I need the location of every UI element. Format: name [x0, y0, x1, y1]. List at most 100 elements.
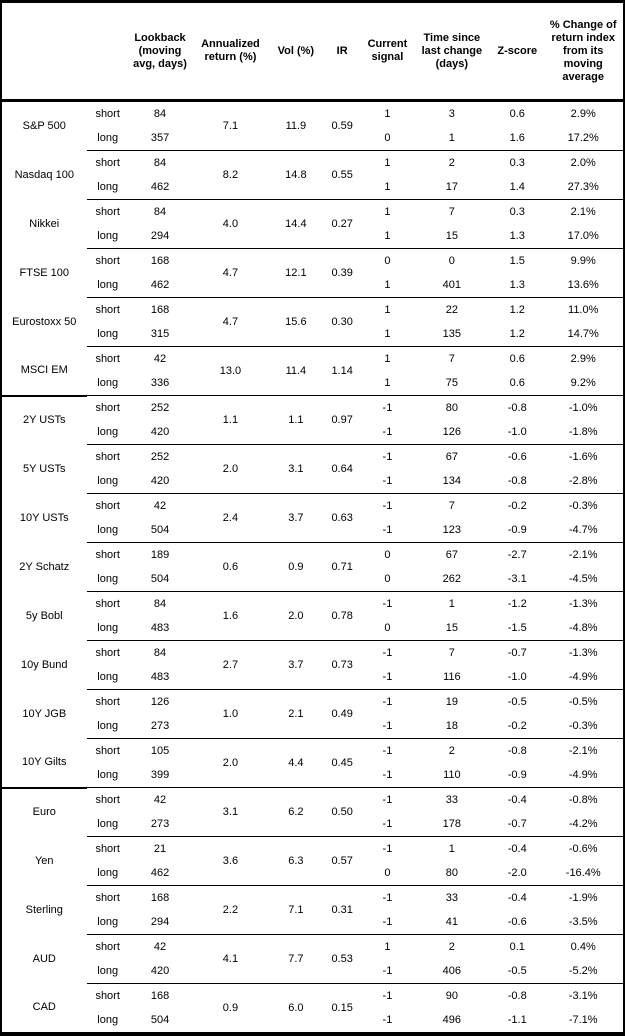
signal-cell: 0: [384, 866, 391, 879]
lookback-cell: 273: [150, 817, 170, 830]
pct-change-cell: -1.9%: [543, 885, 624, 910]
signal-cell: -1: [382, 1013, 393, 1026]
lookback-cell: 105: [128, 738, 192, 763]
annualized-return-cell: 13.0: [191, 346, 270, 396]
lookback-cell: 462: [150, 180, 170, 193]
position-cell: short: [86, 689, 129, 714]
lookback-cell: 294: [150, 915, 170, 928]
annualized-return-cell: 4.7: [191, 248, 270, 298]
ir-cell: 0.39: [322, 248, 363, 298]
time-since-cell: 178: [442, 817, 462, 830]
annualized-return-cell: 2.4: [191, 493, 270, 543]
time-since-cell: 401: [442, 278, 462, 291]
signal-cell: 1: [384, 107, 391, 120]
z-score-cell: -0.6: [507, 915, 527, 928]
asset-row-long: long 483 0 15 -1.5 -4.8%: [1, 616, 624, 641]
asset-row-short: MSCI EM short 42 13.0 11.4 1.14 1 7 0.6 2.9%: [1, 346, 624, 396]
asset-row-short: 10y Bund short 84 2.7 3.7 0.73 -1 7 -0.7 -1.3%: [1, 640, 624, 690]
asset-name-cell: MSCI EM: [20, 364, 68, 376]
vol-cell: 6.3: [269, 836, 323, 886]
time-since-cell: 7: [412, 199, 492, 224]
lookback-cell: 252: [128, 395, 192, 420]
ir-cell: 1.14: [322, 346, 363, 396]
signal-cell: -1: [382, 670, 393, 683]
header-lookback: Lookback (moving avg, days): [128, 1, 192, 102]
lookback-cell: 420: [150, 964, 170, 977]
asset-row-long: long 420 -1 134 -0.8 -2.8%: [1, 469, 624, 494]
vol-cell: 0.9: [269, 542, 323, 592]
pct-change-cell: -0.3%: [543, 493, 624, 518]
ir-cell: 0.59: [331, 119, 353, 132]
signal-cell: -1: [382, 915, 393, 928]
lookback-cell: 168: [128, 248, 192, 273]
time-since-cell: 3: [448, 107, 455, 120]
position-cell: short: [86, 738, 129, 763]
position-cell: short: [86, 150, 129, 175]
pct-change-cell: -5.2%: [568, 964, 598, 977]
pct-change-cell: -2.1%: [543, 738, 624, 763]
pct-change-cell: 14.7%: [567, 327, 599, 340]
time-since-cell: 7: [412, 346, 492, 371]
position-cell: long: [97, 180, 119, 193]
vol-cell: 6.0: [269, 983, 323, 1034]
position-cell: short: [86, 493, 129, 518]
lookback-cell: 504: [150, 1013, 170, 1026]
z-score-cell: 0.6: [491, 346, 544, 371]
pct-change-cell: -2.1%: [543, 542, 624, 567]
pct-change-cell: -0.5%: [543, 689, 624, 714]
time-since-cell: 262: [442, 572, 462, 585]
annualized-return-cell: 1.6: [191, 591, 270, 641]
ir-cell: 0.63: [322, 493, 363, 543]
annualized-return-cell: 4.0: [191, 199, 270, 249]
time-since-cell: 2: [412, 150, 492, 175]
position-cell: long: [97, 131, 119, 144]
asset-name-cell: 10Y Gilts: [22, 756, 67, 768]
pct-change-cell: -7.1%: [568, 1013, 598, 1026]
position-cell: long: [97, 278, 119, 291]
signal-cell: -1: [362, 787, 413, 812]
asset-row-long: long 462 1 401 1.3 13.6%: [1, 273, 624, 298]
ir-cell: 0.73: [322, 640, 363, 690]
ir-cell: 0.57: [322, 836, 363, 886]
pct-change-cell: -3.5%: [568, 915, 598, 928]
annualized-return-cell: 7.1: [222, 119, 239, 132]
position-cell: short: [86, 346, 129, 371]
asset-row-long: long 420 -1 406 -0.5 -5.2%: [1, 959, 624, 984]
position-cell: short: [95, 107, 120, 120]
annualized-return-cell: 0.9: [191, 983, 270, 1034]
z-score-cell: -1.2: [491, 591, 544, 616]
lookback-cell: 84: [128, 199, 192, 224]
signal-cell: -1: [362, 983, 413, 1008]
z-score-cell: -0.7: [507, 817, 527, 830]
time-since-cell: 19: [412, 689, 492, 714]
asset-name-cell: Nikkei: [29, 217, 60, 230]
lookback-cell: 42: [128, 346, 192, 371]
asset-row-long: long 420 -1 126 -1.0 -1.8%: [1, 420, 624, 445]
pct-change-cell: -4.5%: [568, 572, 598, 585]
lookback-cell: 168: [128, 297, 192, 322]
pct-change-cell: -0.6%: [543, 836, 624, 861]
ir-cell: 0.53: [322, 934, 363, 984]
asset-row-long: long 315 1 135 1.2 14.7%: [1, 322, 624, 347]
position-cell: long: [97, 915, 119, 928]
z-score-cell: 1.5: [491, 248, 544, 273]
lookback-cell: 84: [128, 640, 192, 665]
position-cell: short: [86, 248, 129, 273]
ir-cell: 0.45: [322, 738, 363, 788]
position-cell: short: [86, 934, 129, 959]
asset-row-short: CAD short 168 0.9 6.0 0.15 -1 90 -0.8 -3.1%: [1, 983, 624, 1034]
z-score-cell: -0.8: [491, 395, 544, 420]
lookback-cell: 42: [128, 934, 192, 959]
signal-cell: 0: [384, 131, 391, 144]
lookback-cell: 84: [128, 150, 192, 175]
position-cell: long: [97, 523, 119, 536]
pct-change-cell: 2.9%: [543, 346, 624, 371]
pct-change-cell: -4.9%: [568, 768, 598, 781]
asset-row-long: long 273 -1 18 -0.2 -0.3%: [1, 714, 624, 739]
ir-cell: 0.27: [322, 199, 363, 249]
asset-row-long: long 504 -1 123 -0.9 -4.7%: [1, 518, 624, 543]
time-since-cell: 126: [442, 425, 462, 438]
signal-cell: -1: [362, 738, 413, 763]
